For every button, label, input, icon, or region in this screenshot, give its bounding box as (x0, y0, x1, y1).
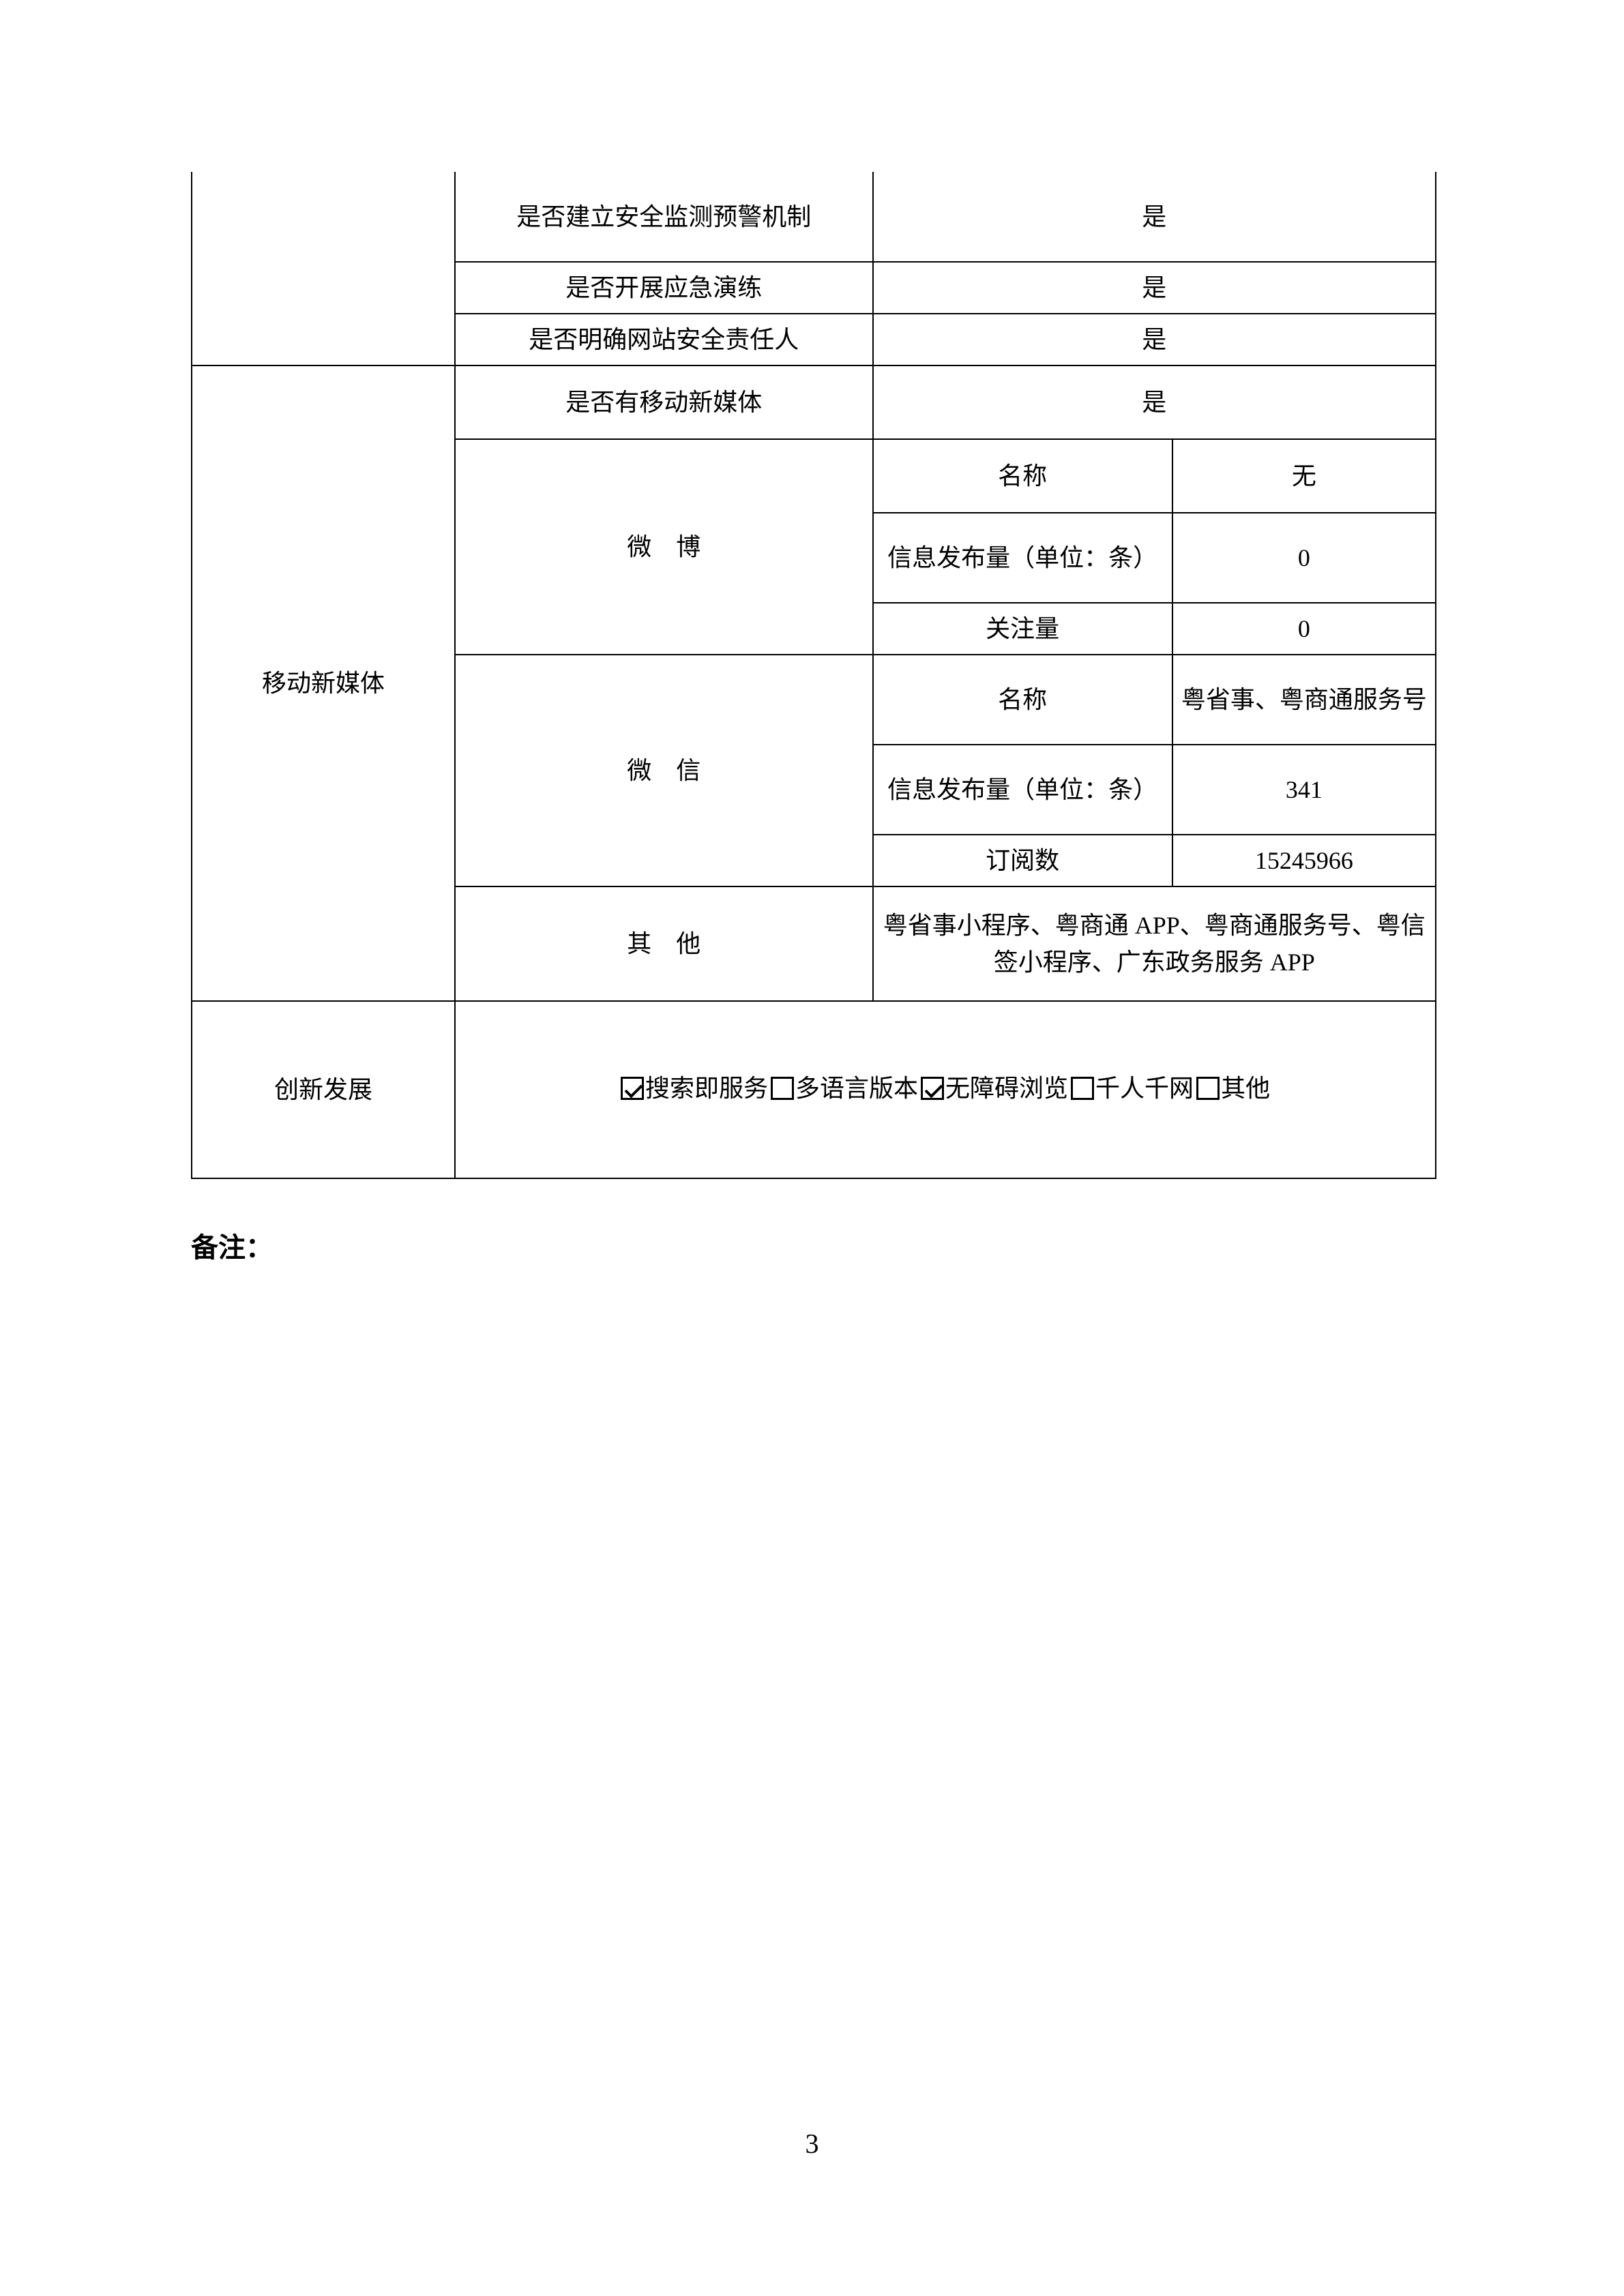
wechat-name-label: 名称 (873, 655, 1172, 745)
checkbox-label: 多语言版本 (795, 1070, 918, 1107)
report-table: 是否建立安全监测预警机制 是 是否开展应急演练 是 是否明确网站安全责任人 是 … (191, 172, 1436, 1179)
page-number: 3 (0, 2128, 1624, 2160)
checkbox-icon (771, 1077, 794, 1100)
innovation-section-label: 创新发展 (192, 1001, 455, 1178)
weibo-name-label: 名称 (873, 439, 1172, 513)
wechat-info-value: 341 (1172, 745, 1436, 835)
mobile-media-section-label: 移动新媒体 (192, 366, 455, 1001)
weibo-label: 微 博 (455, 439, 872, 655)
security-monitoring-label: 是否建立安全监测预警机制 (455, 172, 872, 262)
wechat-name-value: 粤省事、粤商通服务号 (1172, 655, 1436, 745)
remarks-label: 备注： (191, 1225, 1436, 1265)
security-responsible-value: 是 (873, 314, 1436, 366)
weibo-follow-label: 关注量 (873, 603, 1172, 655)
weibo-follow-value: 0 (1172, 603, 1436, 655)
weibo-name-value: 无 (1172, 439, 1436, 513)
checkbox-icon (921, 1077, 944, 1100)
checkbox-label: 其他 (1221, 1070, 1270, 1107)
other-media-value: 粤省事小程序、粤商通 APP、粤商通服务号、粤信签小程序、广东政务服务 APP (873, 886, 1436, 1001)
document-page: 是否建立安全监测预警机制 是 是否开展应急演练 是 是否明确网站安全责任人 是 … (0, 0, 1624, 2296)
checkbox-label: 千人千网 (1095, 1070, 1194, 1107)
weibo-info-value: 0 (1172, 513, 1436, 603)
wechat-label: 微 信 (455, 655, 872, 886)
checkbox-icon (1196, 1077, 1220, 1100)
checkbox-label: 无障碍浏览 (945, 1070, 1068, 1107)
emergency-drill-label: 是否开展应急演练 (455, 262, 872, 314)
checkbox-icon (1071, 1077, 1094, 1100)
checkbox-label: 搜索即服务 (645, 1070, 768, 1107)
security-responsible-label: 是否明确网站安全责任人 (455, 314, 872, 366)
security-section-cell (192, 172, 455, 366)
checkbox-icon (621, 1077, 644, 1100)
wechat-sub-value: 15245966 (1172, 835, 1436, 886)
innovation-options-cell: 搜索即服务多语言版本无障碍浏览千人千网其他 (455, 1001, 1436, 1178)
emergency-drill-value: 是 (873, 262, 1436, 314)
wechat-sub-label: 订阅数 (873, 835, 1172, 886)
has-mobile-media-value: 是 (873, 366, 1436, 439)
weibo-info-label: 信息发布量（单位：条） (873, 513, 1172, 603)
has-mobile-media-label: 是否有移动新媒体 (455, 366, 872, 439)
security-monitoring-value: 是 (873, 172, 1436, 262)
wechat-info-label: 信息发布量（单位：条） (873, 745, 1172, 835)
other-media-label: 其 他 (455, 886, 872, 1001)
